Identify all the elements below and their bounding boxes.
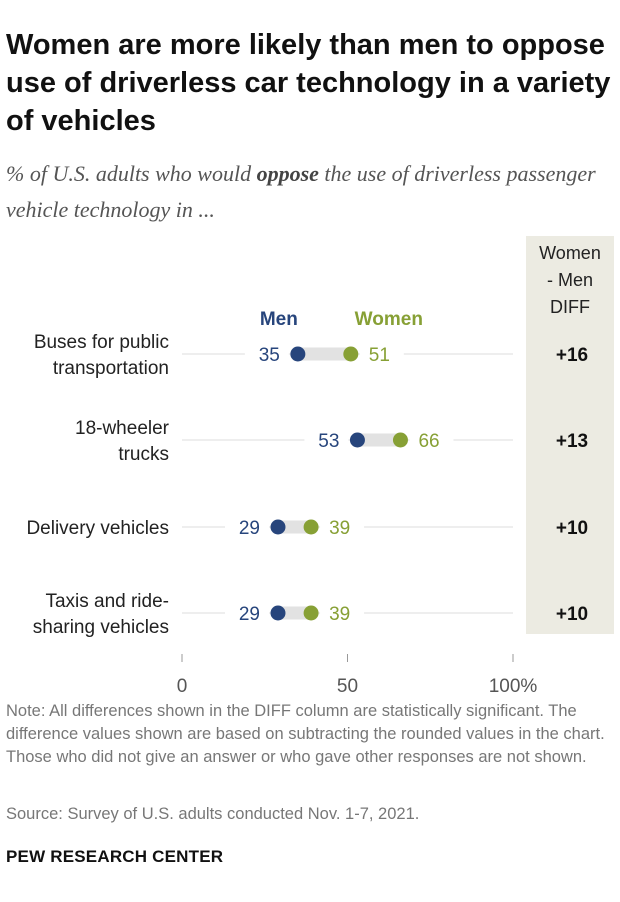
women-dot [343,346,359,362]
women-dot [303,519,319,535]
men-value-label: 29 [239,518,260,539]
diff-value: +10 [556,518,588,539]
diff-header-line: DIFF [550,297,590,317]
men-value-label: 35 [259,345,280,366]
men-dot [270,605,286,621]
women-value-halo [320,600,365,626]
chart-title: Women are more likely than men to oppose… [6,29,611,137]
category-label: sharing vehicles [33,617,169,638]
women-dot [303,605,319,621]
men-value-halo [304,427,349,453]
x-axis-tick-label: 0 [177,676,188,697]
women-value-label: 51 [369,345,390,366]
women-value-label: 39 [329,518,350,539]
women-dot [392,432,408,448]
diff-header-line: - Men [547,270,593,290]
brand-logo-text: PEW RESEARCH CENTER [6,847,224,866]
legend-women: Women [355,309,423,330]
subtitle-text-start: % of U.S. adults who would [6,161,257,186]
category-label: Delivery vehicles [26,518,169,539]
diff-value: +13 [556,431,588,452]
diff-value: +10 [556,604,588,625]
category-label: transportation [53,358,169,379]
diff-column-background [526,236,614,634]
category-label: Taxis and ride- [45,591,169,612]
women-value-label: 39 [329,604,350,625]
x-axis-tick-label: 100% [489,676,538,697]
diff-value: +16 [556,345,588,366]
men-value-halo [224,600,269,626]
chart-note: Note: All differences shown in the DIFF … [6,702,605,766]
chart-source: Source: Survey of U.S. adults conducted … [6,805,420,823]
women-value-halo [359,341,404,367]
category-label: 18-wheeler [75,418,170,439]
men-value-halo [224,514,269,540]
women-value-halo [320,514,365,540]
category-label: trucks [118,444,169,465]
men-value-label: 53 [318,431,339,452]
women-value-label: 66 [418,431,439,452]
dot-plot-chart: Women - Men DIFF Men Women Buses for public tr… [26,236,614,697]
subtitle-emphasis: oppose [256,161,319,186]
chart-subtitle: % of U.S. adults who would oppose the us… [6,156,614,228]
x-axis-tick-label: 50 [337,676,358,697]
legend-men: Men [260,309,298,330]
men-dot [270,519,286,535]
category-label: Buses for public [34,332,169,353]
diff-header-line: Women [539,243,601,263]
men-value-label: 29 [239,604,260,625]
women-value-halo [409,427,454,453]
men-value-halo [244,341,289,367]
men-dot [290,346,306,362]
men-dot [349,432,365,448]
subtitle-text-end: the use of driverless passenger vehicle … [6,161,596,222]
